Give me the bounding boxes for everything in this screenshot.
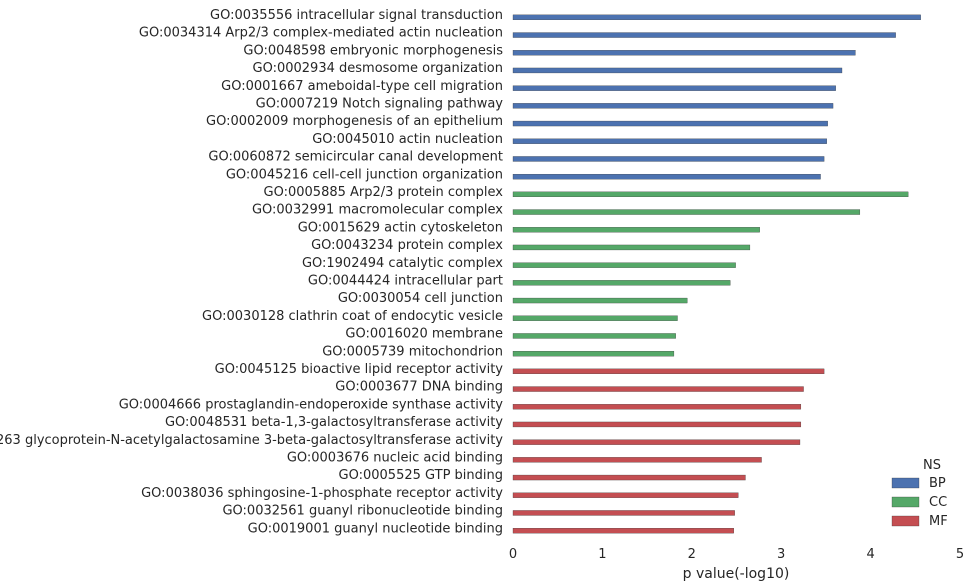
- bar-20: [512, 350, 675, 357]
- category-label-3: GO:0048598 embryonic morphogenesis: [243, 43, 503, 58]
- category-label-14: GO:0043234 protein complex: [311, 238, 503, 253]
- bar-30: [512, 528, 734, 534]
- bar-4: [512, 67, 843, 74]
- bar-14: [512, 244, 751, 251]
- category-label-28: GO:0038036 sphingosine-1-phosphate recep…: [141, 486, 503, 501]
- category-label-7: GO:0002009 morphogenesis of an epitheliu…: [206, 114, 503, 129]
- legend-label-cc: CC: [929, 495, 947, 510]
- bar-13: [512, 227, 760, 233]
- bar-3: [512, 50, 856, 56]
- category-label-21: GO:0045125 bioactive lipid receptor acti…: [215, 362, 504, 377]
- bar-27: [512, 474, 746, 481]
- category-label-24: GO:0048531 beta-1,3-galactosyltransferas…: [165, 415, 503, 430]
- category-label-1: GO:0035556 intracellular signal transduc…: [210, 8, 503, 23]
- bar-10: [512, 173, 821, 180]
- bar-17: [512, 297, 688, 304]
- category-label-11: GO:0005885 Arp2/3 protein complex: [264, 185, 504, 200]
- bar-5: [512, 85, 836, 91]
- bar-22: [512, 386, 804, 392]
- category-label-12: GO:0032991 macromolecular complex: [252, 203, 503, 218]
- bar-21: [512, 368, 825, 375]
- category-label-6: GO:0007219 Notch signaling pathway: [256, 97, 504, 112]
- category-label-19: GO:0016020 membrane: [345, 327, 503, 342]
- bar-7: [512, 120, 828, 127]
- category-label-4: GO:0002934 desmosome organization: [253, 61, 503, 76]
- bar-2: [512, 32, 896, 38]
- category-label-16: GO:0044424 intracellular part: [308, 274, 503, 289]
- bar-6: [512, 103, 834, 109]
- legend-title: NS: [923, 458, 941, 473]
- bar-1: [512, 14, 921, 21]
- legend-label-mf: MF: [929, 514, 948, 529]
- category-label-10: GO:0045216 cell-cell junction organizati…: [226, 167, 503, 182]
- category-label-5: GO:0001667 ameboidal-type cell migration: [221, 79, 503, 94]
- bar-28: [512, 492, 739, 498]
- bar-29: [512, 510, 735, 516]
- x-tick-label-2: 2: [688, 547, 696, 562]
- bar-8: [512, 138, 827, 144]
- category-label-2: GO:0034314 Arp2/3 complex-mediated actin…: [139, 26, 503, 41]
- category-labels: GO:0035556 intracellular signal transduc…: [0, 8, 503, 536]
- bar-9: [512, 156, 825, 162]
- bars-layer: [512, 14, 921, 534]
- bar-11: [512, 191, 909, 198]
- bar-15: [512, 262, 736, 268]
- category-label-8: GO:0045010 actin nucleation: [312, 132, 503, 147]
- category-label-25: GO:0016263 glycoprotein-N-acetylgalactos…: [0, 433, 503, 448]
- bar-18: [512, 315, 678, 321]
- category-label-26: GO:0003676 nucleic acid binding: [287, 451, 503, 466]
- category-label-17: GO:0030054 cell junction: [338, 291, 503, 306]
- category-label-30: GO:0019001 guanyl nucleotide binding: [248, 521, 503, 536]
- x-axis-ticks: 0 1 2 3 4 5: [509, 547, 964, 562]
- x-tick-label-0: 0: [509, 547, 517, 562]
- x-tick-label-1: 1: [598, 547, 606, 562]
- bar-25: [512, 439, 801, 445]
- x-tick-label-5: 5: [956, 547, 964, 562]
- bar-26: [512, 457, 762, 463]
- category-label-18: GO:0030128 clathrin coat of endocytic ve…: [202, 309, 503, 324]
- category-label-23: GO:0004666 prostaglandin-endoperoxide sy…: [119, 397, 504, 412]
- bar-24: [512, 421, 802, 428]
- x-tick-label-4: 4: [866, 547, 874, 562]
- legend-swatch-mf: [891, 515, 920, 527]
- legend-swatch-cc: [891, 496, 920, 508]
- category-label-22: GO:0003677 DNA binding: [335, 380, 503, 395]
- bar-19: [512, 333, 676, 339]
- x-axis-label: p value(-log10): [683, 566, 790, 582]
- category-label-20: GO:0005739 mitochondrion: [322, 344, 503, 359]
- bar-16: [512, 280, 731, 286]
- category-label-29: GO:0032561 guanyl ribonucleotide binding: [222, 504, 503, 519]
- category-label-27: GO:0005525 GTP binding: [339, 468, 503, 483]
- category-label-15: GO:1902494 catalytic complex: [302, 256, 503, 271]
- x-tick-label-3: 3: [777, 547, 785, 562]
- legend-swatch-bp: [891, 477, 920, 489]
- category-label-13: GO:0015629 actin cytoskeleton: [298, 220, 503, 235]
- bar-12: [512, 209, 861, 215]
- category-label-9: GO:0060872 semicircular canal developmen…: [208, 150, 503, 165]
- legend-label-bp: BP: [929, 476, 946, 491]
- legend: NS BP CC MF: [891, 458, 948, 529]
- bar-23: [512, 404, 802, 410]
